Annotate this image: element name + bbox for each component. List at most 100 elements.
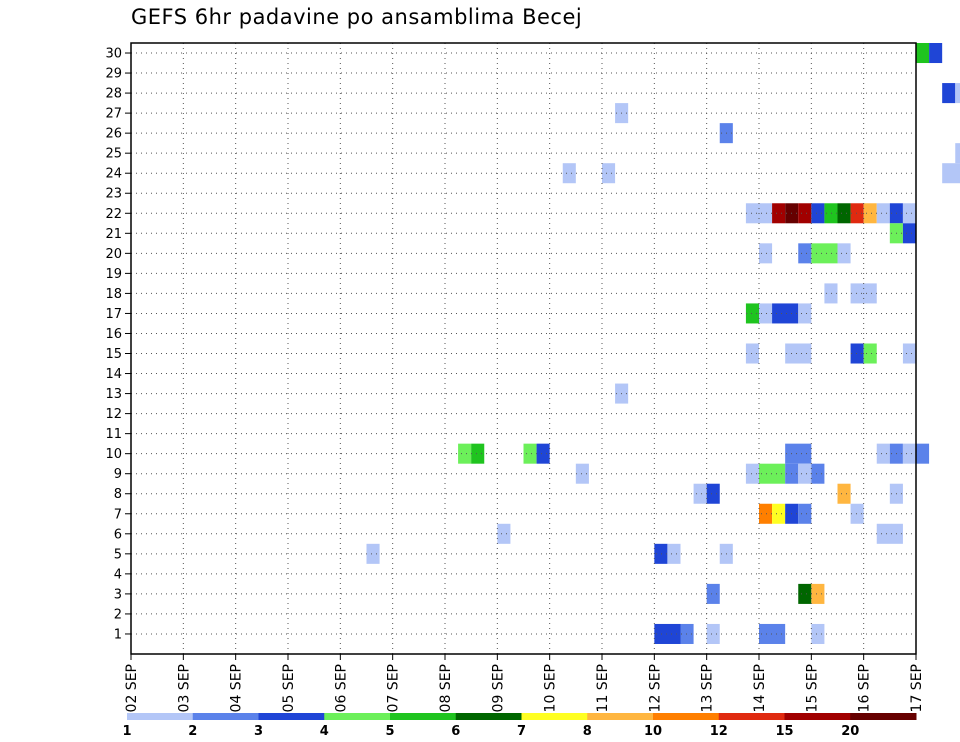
x-tick-label: 04 SEP [229, 664, 245, 712]
heatmap-cell [562, 163, 576, 184]
heatmap-cell [706, 483, 720, 504]
y-tick-label: 26 [105, 127, 122, 142]
heatmap-cell [772, 503, 786, 524]
legend-swatch [653, 713, 720, 720]
heatmap-cell [602, 163, 616, 184]
y-tick-label: 16 [105, 327, 122, 342]
y-tick-label: 9 [114, 467, 122, 482]
heatmap-cell [902, 203, 916, 224]
y-tick-label: 23 [105, 187, 122, 202]
heatmap-cell [850, 203, 864, 224]
heatmap-cell [955, 143, 960, 164]
heatmap-cell [798, 503, 812, 524]
legend-label: 6 [451, 724, 460, 739]
plot-frame [130, 42, 917, 655]
heatmap-cell [811, 463, 825, 484]
heatmap-cell [693, 483, 707, 504]
y-tick-label: 29 [105, 67, 122, 82]
legend-label: 20 [841, 724, 859, 739]
legend-label: 3 [254, 724, 263, 739]
heatmap-cell [837, 203, 851, 224]
legend-swatch [324, 713, 391, 720]
heatmap-cell [745, 343, 759, 364]
cells-layer [366, 43, 960, 644]
legend-swatch [587, 713, 654, 720]
heatmap-cell [902, 343, 916, 364]
heatmap-cell [942, 83, 956, 104]
legend-label: 8 [583, 724, 592, 739]
heatmap-cell [902, 443, 916, 464]
legend-label: 2 [188, 724, 197, 739]
heatmap-cell [955, 83, 960, 104]
heatmap-cell [706, 623, 720, 644]
legend-label: 12 [710, 724, 728, 739]
y-tick-label: 20 [105, 247, 122, 262]
y-tick-label: 30 [105, 47, 122, 62]
y-tick-label: 2 [114, 607, 122, 622]
heatmap-cell [916, 443, 930, 464]
x-tick-label: 05 SEP [281, 664, 297, 712]
legend-label: 5 [385, 724, 394, 739]
y-tick-label: 15 [105, 347, 122, 362]
x-tick-label: 15 SEP [804, 664, 820, 712]
heatmap-cell [759, 243, 773, 264]
legend-label: 1 [122, 724, 131, 739]
heatmap-cell [667, 543, 681, 564]
heatmap-cell [366, 543, 380, 564]
heatmap-cell [654, 543, 668, 564]
legend-swatch [127, 713, 194, 720]
legend-swatch [850, 713, 917, 720]
heatmap-cell [785, 343, 812, 364]
x-tick-label: 13 SEP [700, 664, 716, 712]
y-tick-label: 11 [105, 427, 122, 442]
y-tick-label: 17 [105, 307, 122, 322]
legend: 1 2 3 4 5 6 7 8 10 12 15 20 [122, 713, 917, 739]
y-tick-label: 19 [105, 267, 122, 282]
x-tick-label: 17 SEP [909, 664, 925, 712]
y-axis: 1234567891011121314151617181920212223242… [105, 47, 131, 642]
heatmap-cell [824, 283, 838, 304]
heatmap-cell [497, 523, 511, 544]
heatmap-cell [811, 203, 825, 224]
heatmap-cell [745, 463, 759, 484]
x-tick-label: 16 SEP [857, 664, 873, 712]
legend-swatch [521, 713, 588, 720]
heatmap-cell [798, 583, 812, 604]
y-tick-label: 13 [105, 387, 122, 402]
heatmap-cell [798, 243, 812, 264]
y-tick-label: 14 [105, 367, 122, 382]
heatmap-cell [759, 503, 773, 524]
heatmap-cell [811, 243, 838, 264]
legend-swatch [258, 713, 325, 720]
legend-label: 7 [517, 724, 526, 739]
heatmap-cell [759, 463, 786, 484]
heatmap-cell [798, 463, 812, 484]
heatmap-cell [837, 243, 851, 264]
y-tick-label: 10 [105, 447, 122, 462]
legend-swatch [455, 713, 522, 720]
y-tick-label: 28 [105, 87, 122, 102]
heatmap-cell [837, 483, 851, 504]
y-tick-label: 22 [105, 207, 122, 222]
heatmap-cell [772, 203, 786, 224]
heatmap-cell [798, 203, 812, 224]
heatmap-cell [876, 203, 890, 224]
x-tick-label: 11 SEP [595, 664, 611, 712]
heatmap-cell [458, 443, 472, 464]
heatmap-cell [654, 623, 681, 644]
y-tick-label: 24 [105, 167, 122, 182]
y-tick-label: 5 [114, 547, 122, 562]
heatmap-cell [863, 203, 877, 224]
x-tick-label: 06 SEP [333, 664, 349, 712]
heatmap-cell [811, 583, 825, 604]
y-tick-label: 3 [114, 587, 122, 602]
heatmap-cell [575, 463, 589, 484]
y-tick-label: 6 [114, 527, 122, 542]
heatmap-cell [850, 503, 864, 524]
legend-swatch [718, 713, 785, 720]
x-tick-label: 03 SEP [176, 664, 192, 712]
x-tick-label: 10 SEP [543, 664, 559, 712]
y-tick-label: 18 [105, 287, 122, 302]
x-axis: 02 SEP 03 SEP 04 SEP 05 SEP 06 SEP 07 SEP 08 S… [124, 654, 925, 712]
